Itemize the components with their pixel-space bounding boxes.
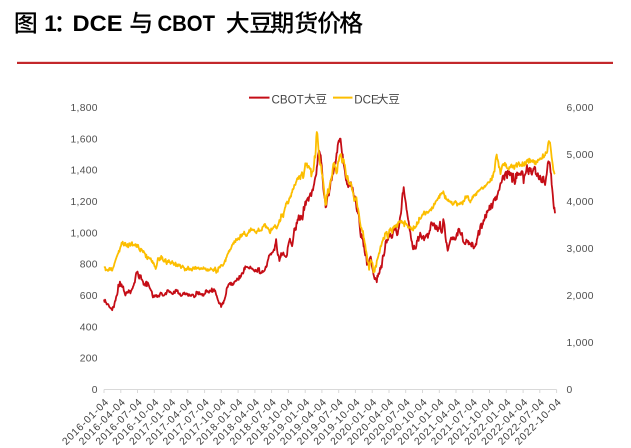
svg-text:0: 0 [92,385,98,396]
svg-text:0: 0 [567,385,573,396]
svg-text:1: 1 [44,11,57,36]
svg-text:800: 800 [80,260,98,271]
svg-text:CBOT: CBOT [272,93,304,106]
svg-text:1,000: 1,000 [71,228,98,239]
svg-text:200: 200 [80,354,98,365]
svg-text:600: 600 [80,291,98,302]
svg-text:DCE: DCE [73,11,123,36]
svg-text:1,000: 1,000 [567,338,594,349]
svg-text:1,600: 1,600 [71,134,98,145]
svg-text:5,000: 5,000 [567,150,594,161]
svg-text:1,800: 1,800 [71,103,98,114]
svg-text:1,200: 1,200 [71,197,98,208]
svg-text:CBOT: CBOT [158,11,216,36]
svg-text:6,000: 6,000 [567,103,594,114]
svg-text:DCE: DCE [354,93,379,106]
svg-text:2,000: 2,000 [567,291,594,302]
svg-text:4,000: 4,000 [567,197,594,208]
svg-text:1,400: 1,400 [71,166,98,177]
svg-text:400: 400 [80,322,98,333]
svg-text:3,000: 3,000 [567,244,594,255]
